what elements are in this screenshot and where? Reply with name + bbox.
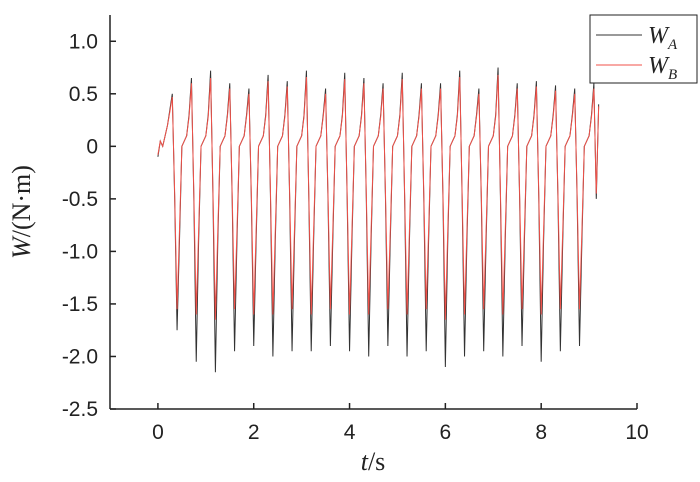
y-axis-label: W/(N·m) <box>7 165 36 259</box>
legend-label: WA <box>648 23 678 53</box>
y-tick-label: -2.0 <box>62 345 98 368</box>
y-tick-label: 0.5 <box>69 83 98 106</box>
x-tick-label: 6 <box>440 421 452 444</box>
legend-box <box>589 14 698 84</box>
x-tick-label: 10 <box>625 421 648 444</box>
y-tick-label: -0.5 <box>62 188 98 211</box>
x-tick-label: 2 <box>248 421 260 444</box>
x-tick-label: 4 <box>344 421 356 444</box>
x-axis-label: t/s <box>361 447 386 476</box>
y-tick-label: -1.5 <box>62 293 98 316</box>
series-line <box>157 67 600 373</box>
y-tick-label: -1.0 <box>62 240 98 263</box>
y-tick-label: 1.0 <box>69 30 98 53</box>
series-line <box>157 74 600 320</box>
legend-label: WB <box>648 53 677 83</box>
y-tick-label: -2.5 <box>62 398 98 421</box>
x-tick-label: 0 <box>152 421 164 444</box>
y-tick-label: 0 <box>86 135 98 158</box>
x-tick-label: 8 <box>535 421 547 444</box>
